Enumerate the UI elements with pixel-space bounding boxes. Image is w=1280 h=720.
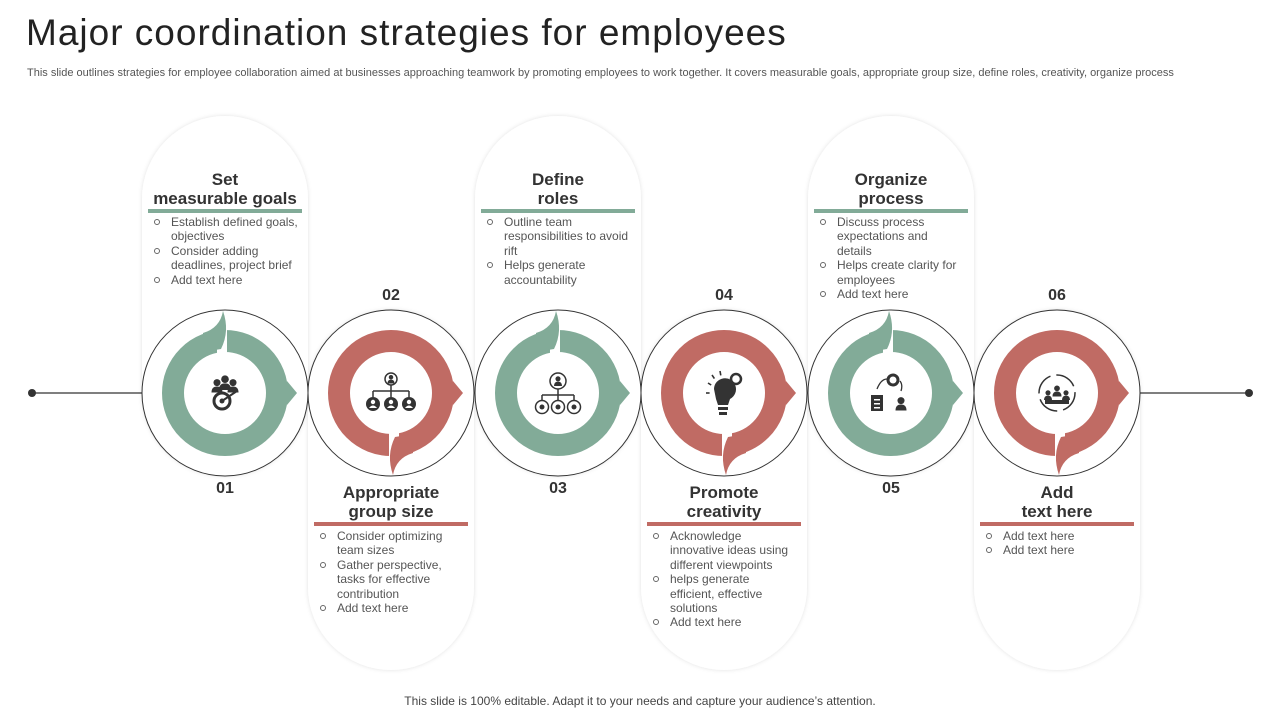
step-title-line1: Promote: [689, 483, 759, 502]
step-title-line2: roles: [537, 189, 579, 208]
step-title-line2: measurable goals: [153, 189, 297, 208]
step-title-line2: text here: [1021, 502, 1093, 521]
step-bullet: Add text here: [985, 529, 1130, 543]
step-title-line2: group size: [348, 502, 434, 521]
step-bullet: Helps create clarity for employees: [819, 258, 964, 287]
step-bullet-list: Acknowledge innovative ideas using diffe…: [652, 529, 797, 630]
step-bullet-list: Outline team responsibilities to avoid r…: [486, 215, 631, 287]
step-title: Add text here: [977, 483, 1137, 521]
step-bullet: Consider optimizing team sizes: [319, 529, 464, 558]
step-number: 02: [382, 287, 400, 304]
step-bullet-list: Add text here Add text here: [985, 529, 1130, 558]
step-title-line1: Add: [1040, 483, 1074, 502]
step-bullet: Gather perspective, tasks for effective …: [319, 558, 464, 601]
step-number: 01: [216, 480, 234, 497]
lightbulb-gear-icon: [706, 370, 743, 415]
step-title-underline: [481, 209, 635, 213]
step-title-underline: [647, 522, 801, 526]
role-network-icon: [534, 372, 582, 415]
step-number: 05: [882, 480, 900, 497]
step-number: 06: [1048, 287, 1066, 304]
step-title-line1: Define: [532, 170, 584, 189]
slide-title: Major coordination strategies for employ…: [26, 12, 787, 53]
step-bullet: Add text here: [652, 615, 797, 629]
step-title: Set measurable goals: [145, 170, 305, 208]
step-title-underline: [148, 209, 302, 213]
step-title-underline: [980, 522, 1134, 526]
connector-dot-left: [28, 389, 36, 397]
step-bullet: Discuss process expectations and details: [819, 215, 964, 258]
step-title-line2: process: [858, 189, 924, 208]
step-title: Promote creativity: [644, 483, 804, 521]
step-title: Organize process: [811, 170, 971, 208]
step-bullet: Consider adding deadlines, project brief: [153, 244, 298, 273]
step-bullet-list: Discuss process expectations and details…: [819, 215, 964, 301]
slide-footer: This slide is 100% editable. Adapt it to…: [404, 694, 876, 708]
step-bullet-list: Establish defined goals, objectives Consi…: [153, 215, 298, 287]
step-title-line1: Appropriate: [342, 483, 440, 502]
step-bullet: Helps generate accountability: [486, 258, 631, 287]
step-title-underline: [314, 522, 468, 526]
step-bullet: helps generate efficient, effective solu…: [652, 572, 797, 615]
process-checklist-icon: [871, 373, 907, 411]
team-target-icon: [211, 375, 239, 411]
step-number: 03: [549, 480, 567, 497]
step-number: 04: [715, 287, 733, 304]
connector-dot-right: [1245, 389, 1253, 397]
step-bullet: Add text here: [319, 601, 464, 615]
step-title-line1: Organize: [854, 170, 928, 189]
step-title-line1: Set: [211, 170, 239, 189]
org-chart-icon: [366, 372, 416, 411]
slide-subtitle: This slide outlines strategies for emplo…: [27, 67, 1174, 79]
step-bullet: Establish defined goals, objectives: [153, 215, 298, 244]
step-bullet: Acknowledge innovative ideas using diffe…: [652, 529, 797, 572]
step-title: Define roles: [478, 170, 638, 208]
step-bullet-list: Consider optimizing team sizes Gather per…: [319, 529, 464, 615]
step-bullet: Add text here: [153, 273, 298, 287]
step-title-line2: creativity: [686, 502, 762, 521]
step-bullet: Outline team responsibilities to avoid r…: [486, 215, 631, 258]
step-bullet: Add text here: [985, 543, 1130, 557]
step-title: Appropriate group size: [311, 483, 471, 521]
step-title-underline: [814, 209, 968, 213]
team-cycle-icon: [1038, 374, 1076, 412]
step-bullet: Add text here: [819, 287, 964, 301]
